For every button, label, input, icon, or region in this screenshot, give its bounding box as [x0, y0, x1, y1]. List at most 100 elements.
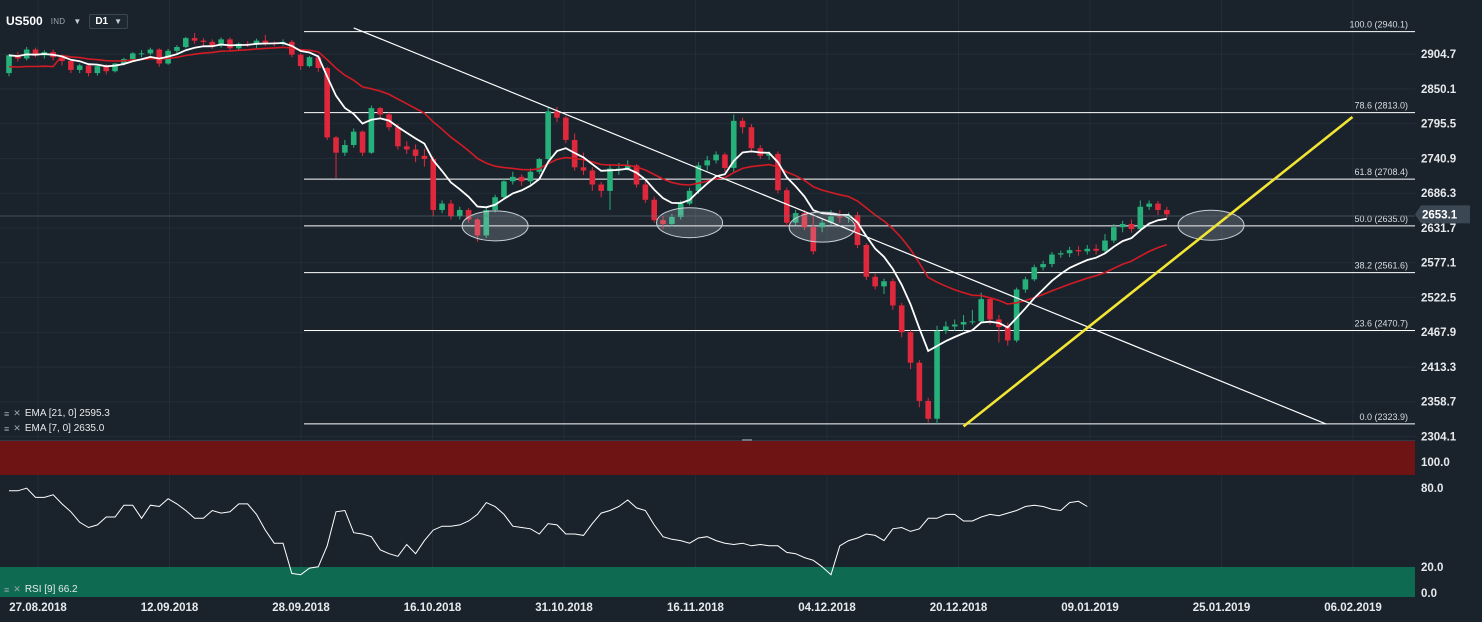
candle-body: [430, 159, 437, 210]
candle-body: [854, 215, 861, 245]
pane-resize-handle[interactable]: [742, 439, 752, 441]
rsi-axis: 100.0 80.0 20.0 0.0: [1421, 457, 1450, 600]
highlight-zone[interactable]: [1177, 209, 1245, 241]
menu-icon[interactable]: ≡: [4, 423, 10, 434]
legend-rsi-label: RSI [9] 66.2: [24, 584, 78, 595]
candle-body: [1164, 209, 1170, 215]
candle-body: [315, 57, 322, 69]
candle-body: [881, 281, 887, 287]
candle-body: [359, 131, 366, 153]
date-axis[interactable]: 27.08.2018 12.09.2018 28.09.2018 16.10.2018…: [9, 602, 1382, 614]
candle-body: [890, 281, 896, 306]
candle-body: [147, 49, 154, 54]
menu-icon[interactable]: ≡: [4, 408, 10, 419]
candle-body: [554, 111, 560, 118]
candle-body: [837, 216, 843, 218]
candle-body: [801, 213, 808, 228]
price-tick-label: 2686.3: [1421, 188, 1456, 200]
fibonacci-levels[interactable]: 100.0 (2940.1) 78.6 (2813.0) 61.8 (2708.4)…: [304, 20, 1415, 425]
candle-body: [686, 190, 693, 204]
close-icon[interactable]: ✕: [13, 584, 21, 594]
candle-body: [845, 215, 852, 218]
candle-body: [395, 127, 401, 147]
candle-body: [200, 40, 207, 42]
candle-body: [898, 305, 905, 333]
candle-body: [253, 40, 260, 45]
candle-body: [934, 330, 940, 419]
candle-body: [85, 65, 92, 74]
timeframe-selector[interactable]: D1 ▼: [89, 13, 129, 29]
candle-body: [421, 155, 428, 160]
candle-body: [907, 332, 914, 363]
downtrend-line[interactable]: [353, 27, 1327, 425]
candle-body: [324, 68, 330, 138]
candle-body: [642, 184, 649, 200]
close-icon[interactable]: ✕: [13, 408, 21, 418]
instrument-type-badge: IND: [50, 16, 66, 26]
candle-body: [943, 326, 949, 331]
candle-body: [191, 38, 198, 41]
symbol-name[interactable]: US500: [6, 14, 43, 28]
candle-body: [987, 299, 993, 320]
price-axis[interactable]: 2904.7 2850.1 2795.5 2740.9 2686.3 2631.7 2577…: [1415, 49, 1470, 444]
uptrend-line[interactable]: [962, 116, 1354, 428]
fib-level-label: 0.0 (2323.9): [1359, 412, 1408, 422]
candle-body: [819, 222, 825, 228]
candle-body: [713, 154, 719, 161]
fib-level-label: 100.0 (2940.1): [1349, 20, 1408, 30]
highlight-zone[interactable]: [461, 210, 529, 242]
candle-body: [439, 203, 445, 210]
candle-body: [748, 127, 755, 149]
candle-body: [1004, 327, 1011, 341]
legend-ema21[interactable]: ≡ ✕ EMA [21, 0] 2595.3: [4, 408, 110, 419]
candle-body: [94, 66, 101, 74]
price-tick-label: 2740.9: [1421, 153, 1456, 165]
candle-body: [182, 38, 189, 48]
candle-body: [474, 219, 481, 236]
price-tick-label: 2358.7: [1421, 397, 1456, 409]
candle-body: [669, 216, 675, 224]
candle-body: [377, 108, 384, 115]
date-tick-label: 20.12.2018: [930, 602, 988, 614]
candle-body: [227, 39, 233, 49]
candle-body: [15, 55, 21, 59]
highlight-zones[interactable]: [461, 207, 1245, 243]
candle-body: [59, 57, 65, 62]
trendlines[interactable]: [353, 27, 1354, 428]
legend-ema21-label: EMA [21, 0] 2595.3: [24, 408, 110, 419]
candle-body: [448, 203, 454, 217]
legend-rsi[interactable]: ≡ ✕ RSI [9] 66.2: [4, 584, 78, 595]
candle-body: [403, 146, 410, 150]
candle-body: [6, 55, 12, 74]
candle-body: [483, 209, 490, 236]
candle-body: [518, 176, 525, 182]
date-tick-label: 09.01.2019: [1061, 602, 1119, 614]
candle-body: [1155, 203, 1161, 210]
candle-body: [739, 120, 746, 128]
date-tick-label: 04.12.2018: [798, 602, 856, 614]
candle-body: [633, 165, 640, 185]
candle-body: [766, 153, 772, 156]
candle-body: [563, 117, 569, 140]
candle-body: [174, 47, 180, 51]
candle-body: [872, 276, 878, 287]
candle-body: [492, 197, 498, 210]
candle-body: [925, 400, 931, 419]
candle-body: [112, 63, 118, 72]
highlight-zone[interactable]: [788, 211, 856, 243]
highlight-zone[interactable]: [656, 207, 724, 239]
candle-body: [1128, 223, 1135, 230]
menu-icon[interactable]: ≡: [4, 584, 10, 595]
close-icon[interactable]: ✕: [13, 423, 21, 433]
rsi-tick-label: 0.0: [1421, 588, 1437, 600]
candle-body: [236, 43, 242, 49]
candle-body: [545, 111, 551, 160]
candle-body: [1146, 203, 1152, 207]
chevron-down-icon[interactable]: ▼: [73, 16, 82, 26]
legend-ema7[interactable]: ≡ ✕ EMA [7, 0] 2635.0: [4, 423, 104, 434]
date-tick-label: 31.10.2018: [535, 602, 593, 614]
candle-body: [32, 49, 39, 56]
candle-body: [978, 299, 985, 322]
chevron-down-icon: ▼: [114, 16, 123, 26]
